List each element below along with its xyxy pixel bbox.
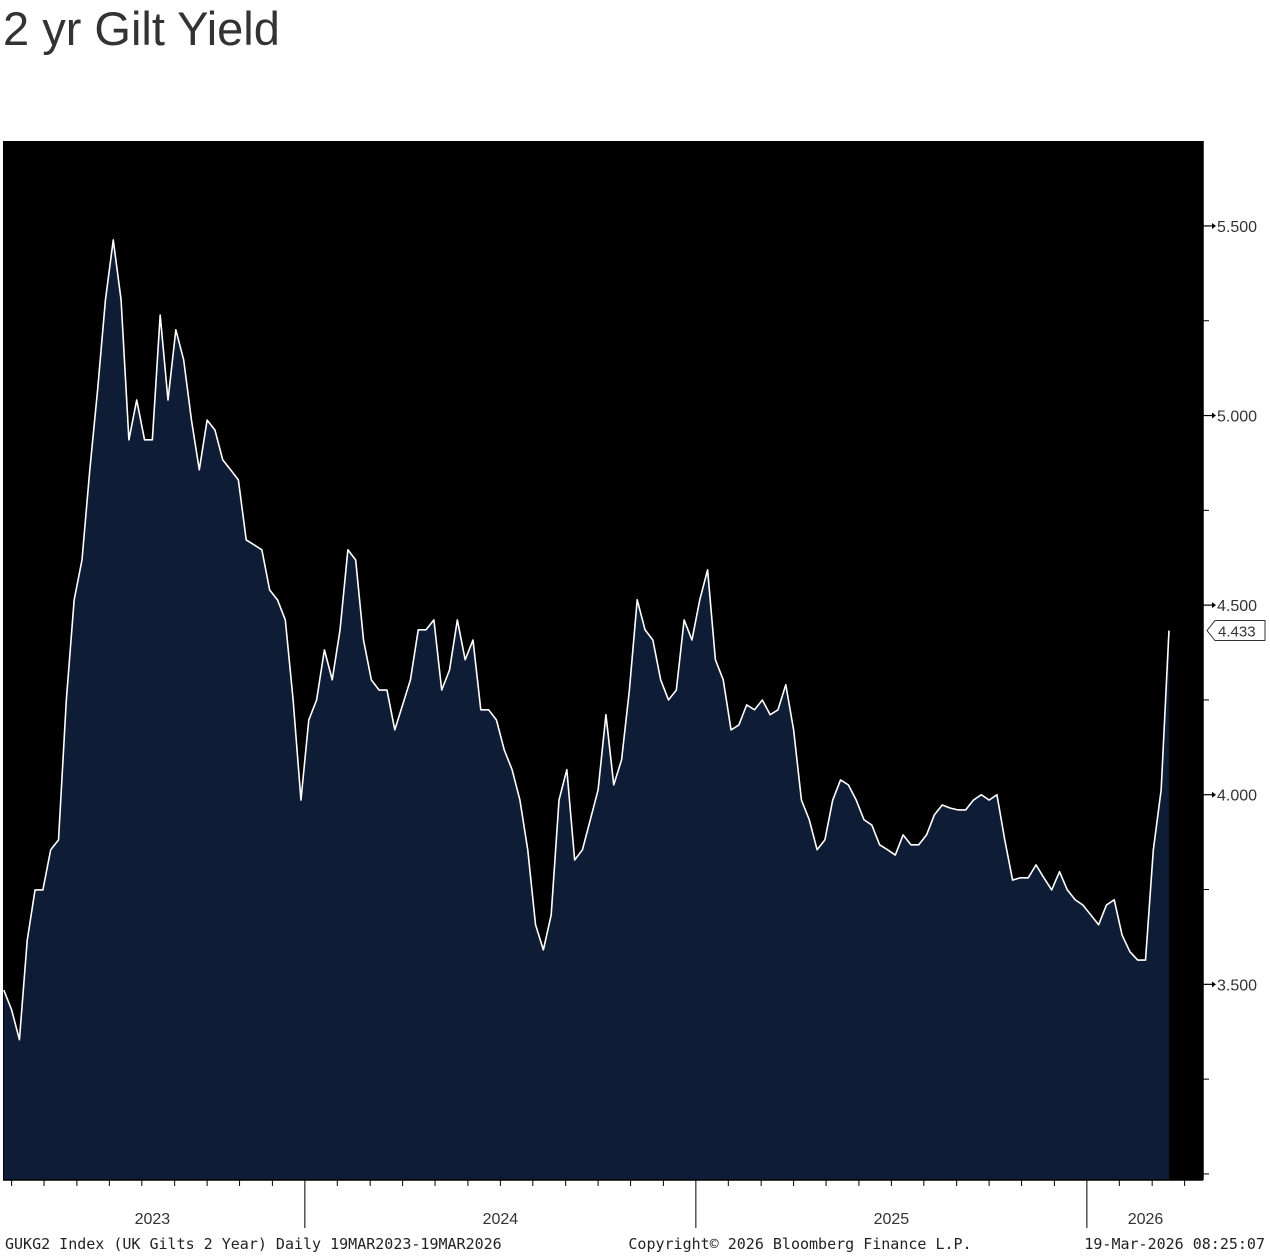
footer-left: GUKG2 Index (UK Gilts 2 Year) Daily 19MA… xyxy=(5,1235,502,1253)
footer-center: Copyright© 2026 Bloomberg Finance L.P. xyxy=(628,1235,971,1253)
last-value-label: 4.433 xyxy=(1206,620,1266,642)
y-tick-label: 4.500 xyxy=(1217,598,1257,615)
y-tick-arrow xyxy=(1212,791,1216,798)
y-tick-arrow xyxy=(1212,981,1216,988)
x-tick-label: 2023 xyxy=(135,1211,171,1228)
y-tick-label: 5.000 xyxy=(1217,409,1257,426)
y-tick-arrow xyxy=(1212,602,1216,609)
y-tick-arrow xyxy=(1212,222,1216,229)
plot xyxy=(3,239,1170,1181)
last-value-box xyxy=(1206,620,1266,642)
x-tick-label: 2025 xyxy=(874,1211,910,1228)
y-tick-label: 4.000 xyxy=(1217,788,1257,805)
chart-title: 2 yr Gilt Yield xyxy=(3,2,280,55)
x-tick-label: 2026 xyxy=(1128,1211,1164,1228)
y-tick-label: 5.500 xyxy=(1217,219,1257,236)
y-tick-arrow xyxy=(1212,412,1216,419)
x-tick-label: 2024 xyxy=(483,1211,519,1228)
line xyxy=(3,239,1170,1041)
y-tick-label: 3.500 xyxy=(1217,977,1257,994)
footer-right: 19-Mar-2026 08:25:07 xyxy=(1084,1235,1265,1253)
last-value-text: 4.433 xyxy=(1218,624,1256,641)
area-fill xyxy=(3,239,1169,1181)
